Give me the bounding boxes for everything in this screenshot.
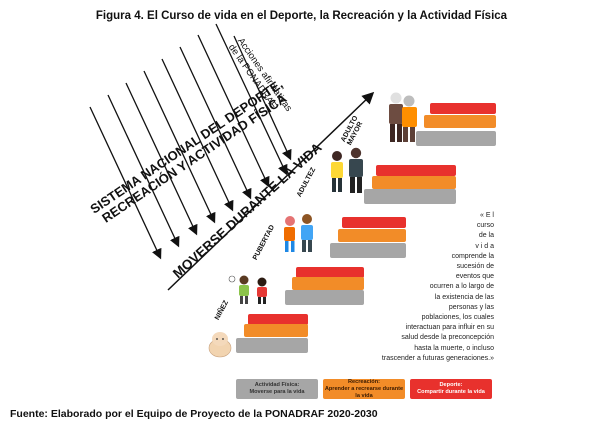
- adolescent-figures: [284, 214, 313, 252]
- legend-actividad-fisica: Actividad Física: Moverse para la vida: [236, 379, 318, 399]
- legend-recreacion: Recreación: Aprender a recrearse durante…: [323, 378, 405, 399]
- adult-figures: [331, 147, 363, 193]
- diagonal-arrows: [89, 23, 292, 260]
- figure-source: Fuente: Elaborado por el Equipo de Proye…: [10, 408, 378, 420]
- figure-title: Figura 4. El Curso de vida en el Deporte…: [95, 10, 508, 22]
- legend-deporte: Deporte: Compartir durante la vida: [410, 379, 492, 399]
- children-figures: [228, 275, 267, 304]
- life-course-axis-arrow: [167, 91, 375, 291]
- elder-figures: [389, 92, 417, 142]
- baby-figure: [208, 332, 232, 358]
- life-course-quote: « E l curso de la v i d a comprende la s…: [381, 212, 494, 362]
